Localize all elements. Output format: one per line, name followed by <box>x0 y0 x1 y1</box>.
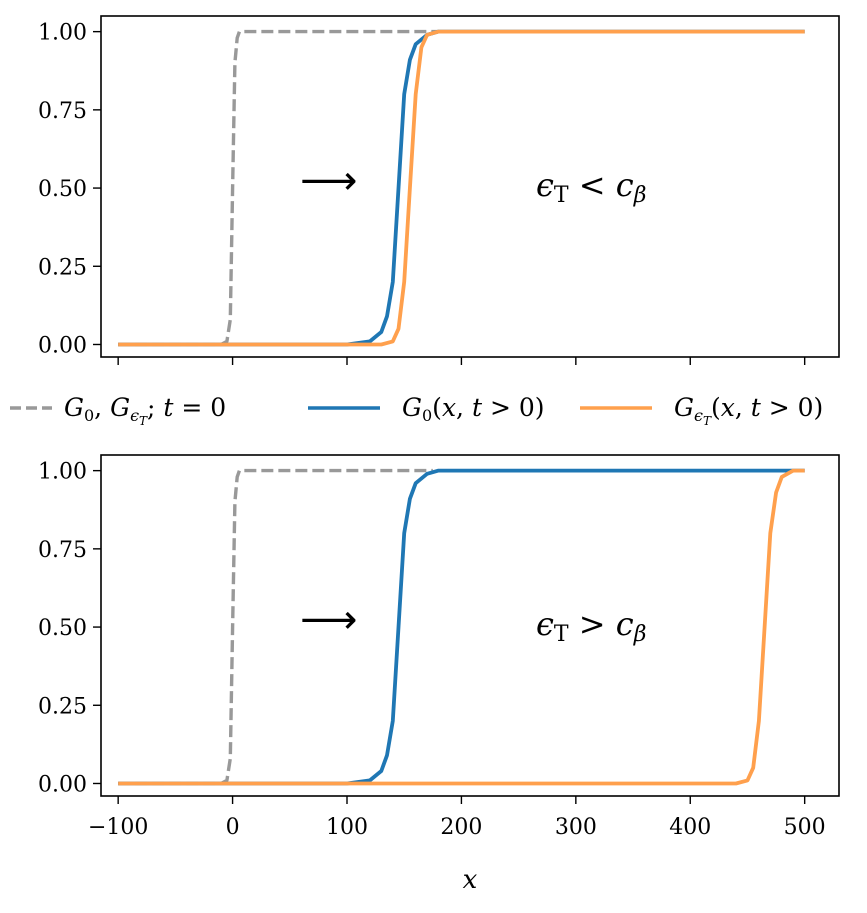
y-tick-label: 0.75 <box>38 538 87 563</box>
axes-frame <box>100 454 840 797</box>
legend: G0, GϵT; t = 0 G0(x, t > 0) GϵT(x, t > 0… <box>10 393 823 428</box>
y-tick-label: 0.75 <box>38 99 87 124</box>
y-tick-label: 1.00 <box>38 21 87 46</box>
series-line-initial <box>118 468 433 786</box>
series-line-geps <box>118 29 805 347</box>
top-panel: 0.00 0.25 0.50 0.75 1.00 ⟶ ϵT < cβ <box>38 15 840 365</box>
arrow-annotation: ⟶ <box>300 597 357 643</box>
x-tick-label: 200 <box>440 815 482 840</box>
y-tick-label: 0.50 <box>38 177 87 202</box>
bottom-panel: 0.00 0.25 0.50 0.75 1.00 −100 0 100 200 300 400 500… <box>38 454 840 895</box>
arrow-annotation: ⟶ <box>300 158 357 204</box>
y-tick-label: 0.25 <box>38 255 87 280</box>
legend-label-g0: G0(x, t > 0) <box>402 393 545 425</box>
x-axis-label: x <box>463 865 478 895</box>
axes-frame <box>100 15 840 358</box>
y-tick-label: 0.00 <box>38 772 87 797</box>
legend-label-geps: GϵT(x, t > 0) <box>674 393 823 428</box>
x-tick-label: 500 <box>784 815 826 840</box>
x-tick-label: 0 <box>226 815 240 840</box>
y-tick-label: 0.25 <box>38 694 87 719</box>
x-tick-label: −100 <box>88 815 148 840</box>
y-tick-label: 0.50 <box>38 616 87 641</box>
y-tick-label: 1.00 <box>38 460 87 485</box>
condition-annotation: ϵT > cβ <box>536 605 646 647</box>
series-line-g0 <box>118 29 805 347</box>
x-tick-label: 400 <box>669 815 711 840</box>
x-tick-label: 300 <box>555 815 597 840</box>
y-tick-label: 0.00 <box>38 333 87 358</box>
legend-label-initial: G0, GϵT; t = 0 <box>64 393 226 428</box>
series-line-geps <box>118 468 805 786</box>
series-line-g0 <box>118 468 805 786</box>
condition-annotation: ϵT < cβ <box>536 166 646 208</box>
x-tick-label: 100 <box>326 815 368 840</box>
